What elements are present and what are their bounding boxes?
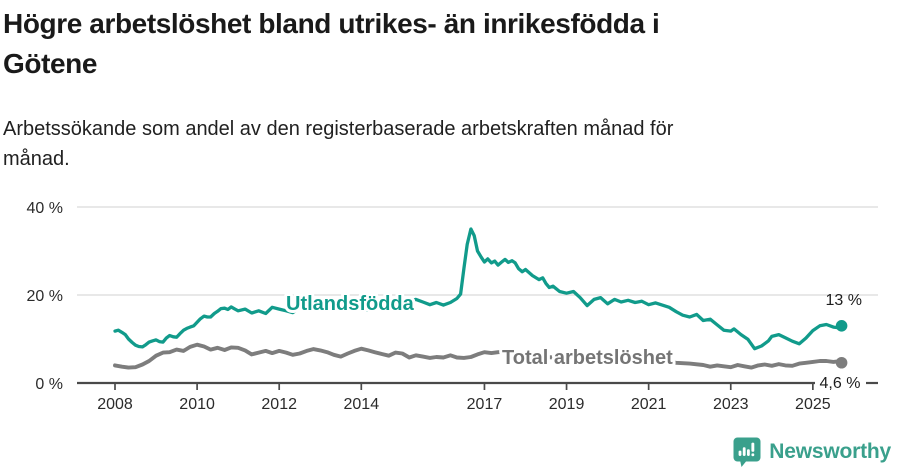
series-label-total-arbetsloshet: Total arbetslöshet [502, 347, 673, 369]
x-axis-tick-label-2019: 2019 [549, 396, 585, 413]
series-endpoint-dot-utlandsfodda [835, 320, 848, 332]
series-endpoint-dot-total-arbetsloshet [835, 356, 848, 369]
y-axis-tick-label-40: 40 % [27, 200, 63, 217]
x-axis-tick-label-2025: 2025 [795, 396, 831, 413]
series-line-utlandsfodda [113, 227, 844, 351]
newsworthy-bubble-barchart-icon [733, 437, 761, 467]
y-axis-tick-label-0: 0 % [35, 376, 63, 393]
x-axis-tick-label-2023: 2023 [713, 396, 749, 413]
chart-labels: 0 % 20 % 40 % 2008 2010 2012 2014 2017 2019 2021 2… [27, 200, 862, 413]
gridlines [77, 206, 878, 296]
x-axis-tick-label-2014: 2014 [344, 396, 380, 413]
page-subtitle: Arbetssökande som andel av den registerb… [3, 114, 673, 174]
x-axis-tick-label-2017: 2017 [467, 396, 503, 413]
newsworthy-brand-link[interactable]: Newsworthy [733, 437, 891, 467]
page-title-line-1: Högre arbetslöshet bland utrikes- än inr… [3, 8, 660, 39]
newsworthy-brand-label: Newsworthy [769, 440, 891, 463]
x-axis [77, 381, 878, 390]
end-value-label-utlandsfodda: 13 % [826, 292, 862, 309]
x-axis-tick-label-2021: 2021 [631, 396, 667, 413]
x-axis-tick-label-2008: 2008 [97, 396, 133, 413]
x-axis-tick-label-2010: 2010 [179, 396, 215, 413]
series-lines [113, 227, 848, 370]
y-axis-tick-label-20: 20 % [27, 288, 63, 305]
page-subtitle-line-1: Arbetssökande som andel av den registerb… [3, 118, 674, 140]
unemployment-line-chart: 0 % 20 % 40 % 2008 2010 2012 2014 2017 2019 2021 2… [27, 200, 878, 413]
series-label-utlandsfodda: Utlandsfödda [286, 293, 415, 315]
page-title: Högre arbetslöshet bland utrikes- än inr… [3, 4, 660, 84]
x-axis-tick-label-2012: 2012 [261, 396, 297, 413]
end-value-label-total-arbetsloshet: 4,6 % [820, 375, 861, 392]
page-title-line-2: Götene [3, 48, 98, 79]
series-line-total-arbetsloshet [113, 342, 844, 370]
page-subtitle-line-2: månad. [3, 148, 70, 170]
